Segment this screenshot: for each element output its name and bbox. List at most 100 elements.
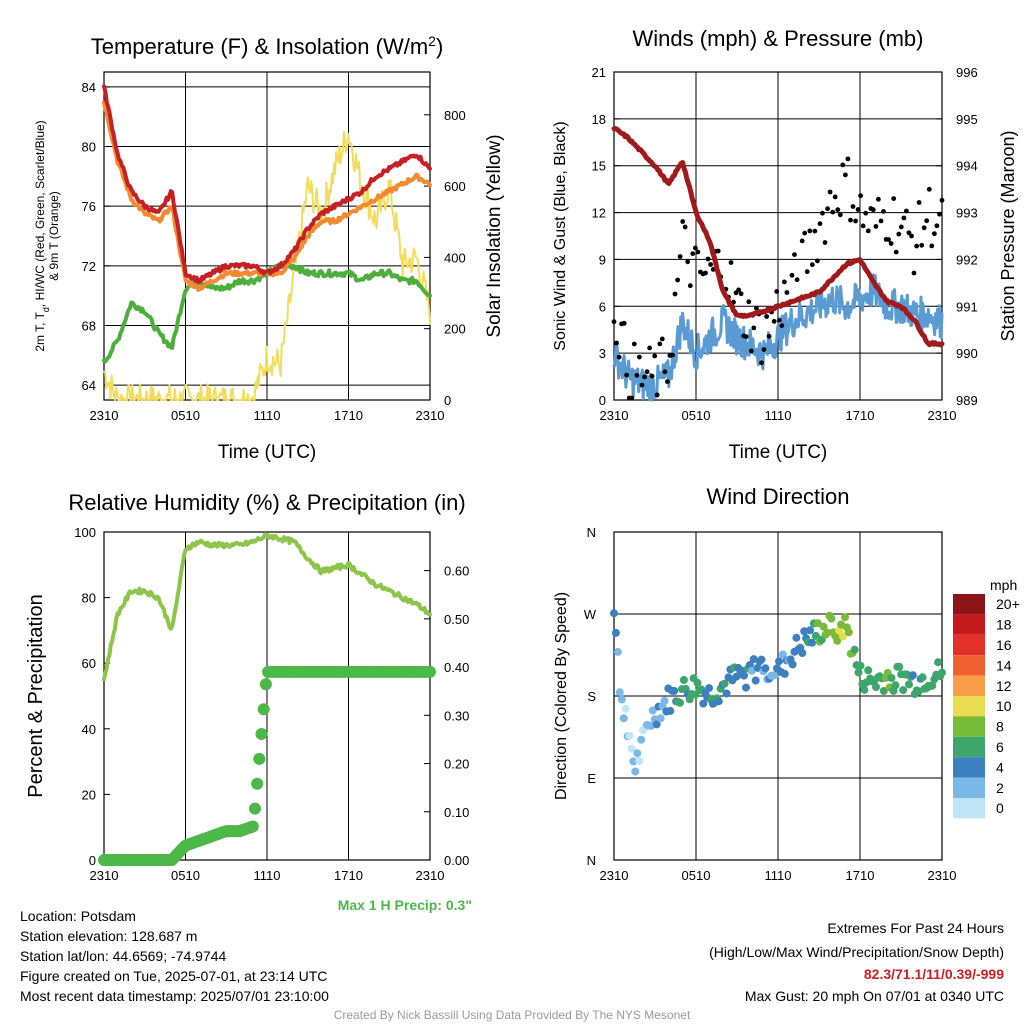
humidity-panel-ytick-label: 100 — [74, 525, 96, 540]
gust-point — [675, 277, 680, 283]
gust-point — [911, 270, 917, 276]
direction-point — [637, 735, 646, 744]
direction-point — [648, 706, 657, 715]
temp-panel-ylabel-line2: & 9m T (Orange) — [47, 191, 61, 281]
direction-point — [850, 645, 859, 654]
gust-point — [919, 242, 925, 248]
direction-point — [627, 744, 636, 753]
temp-panel-ytick-label: 64 — [82, 378, 96, 393]
gust-point — [670, 352, 675, 358]
gust-point — [926, 186, 932, 192]
speed-legend-swatch — [953, 757, 985, 778]
gust-point — [848, 217, 853, 223]
pressure-line — [611, 126, 945, 348]
direction-point — [633, 749, 642, 758]
speed-legend-swatch — [953, 655, 985, 676]
direction-point — [751, 676, 760, 685]
humidity-panel-ytick-label: 40 — [82, 722, 96, 737]
gust-point — [825, 206, 830, 212]
gust-point — [832, 194, 838, 200]
gust-point — [820, 210, 825, 216]
direction-point — [705, 684, 714, 693]
winds-panel-y2tick-label: 990 — [956, 346, 978, 361]
direction-panel-xtick-label: 0510 — [682, 868, 711, 883]
gust-point — [705, 256, 711, 262]
gust-point — [728, 260, 734, 265]
gust-point — [685, 259, 691, 265]
direction-point — [835, 626, 844, 635]
direction-point — [761, 664, 770, 673]
speed-legend-label: 14 — [996, 657, 1012, 673]
humidity-panel-xtick-label: 2310 — [416, 868, 445, 883]
direction-point — [714, 697, 723, 706]
winds-panel-ytick-label: 21 — [592, 65, 606, 80]
gust-point — [639, 382, 645, 388]
winds-panel-y2tick-label: 994 — [956, 159, 978, 174]
direction-panel-ytick-label: N — [587, 853, 596, 868]
direction-panel-ylabel: Direction (Colored By Speed) — [553, 592, 570, 800]
direction-point — [934, 658, 943, 667]
direction-point — [806, 626, 814, 635]
gust-point — [939, 197, 945, 203]
humidity-line — [102, 532, 432, 682]
gust-point — [853, 218, 858, 224]
speed-legend-title: mph — [990, 577, 1017, 593]
speed-legend-label: 20+ — [996, 596, 1020, 612]
created-text: Figure created on Tue, 2025-07-01, at 23… — [20, 968, 328, 984]
direction-point — [899, 686, 908, 695]
gust-point — [896, 231, 902, 237]
gust-point — [782, 279, 787, 285]
gust-point — [665, 379, 670, 384]
winds-panel-ylabel-right: Station Pressure (Maroon) — [998, 130, 1018, 341]
gust-point — [738, 291, 744, 297]
extremes-values: 82.3/71.1/11/0.39/-999 — [863, 966, 1004, 982]
humidity-panel-y2tick-label: 0.40 — [444, 660, 469, 675]
gust-point — [812, 228, 818, 234]
precip-point — [257, 703, 270, 716]
direction-point — [819, 622, 828, 631]
gust-point — [921, 225, 927, 231]
winds-panel-y2tick-label: 989 — [956, 393, 978, 408]
precip-point — [255, 728, 268, 740]
humidity-panel-ylabel: Percent & Precipitation — [25, 594, 47, 797]
precip-point — [259, 678, 272, 691]
speed-legend-label: 16 — [996, 637, 1012, 653]
speed-legend-swatch — [953, 716, 985, 737]
gust-point — [776, 317, 782, 323]
gust-point — [898, 224, 904, 230]
speed-legend-swatch — [953, 736, 985, 758]
humidity-panel-ytick-label: 80 — [82, 591, 96, 606]
winds-panel-title: Winds (mph) & Pressure (mb) — [633, 26, 924, 51]
gust-point — [715, 248, 721, 254]
temp-panel-y2tick-label: 200 — [444, 322, 466, 337]
gust-point — [736, 287, 741, 293]
gust-point — [637, 354, 642, 360]
gust-point — [771, 319, 777, 324]
gust-point — [657, 341, 663, 347]
direction-point — [619, 714, 628, 723]
gust-point — [863, 210, 869, 216]
gust-point — [822, 240, 828, 245]
direction-point — [670, 686, 679, 695]
direction-point — [780, 669, 789, 678]
temp-panel-title: Temperature (F) & Insolation (W/m2) — [91, 33, 444, 59]
humidity-panel-xtick-label: 1110 — [254, 868, 281, 883]
precip-point — [251, 777, 264, 790]
gust-point — [850, 204, 856, 209]
precip-point — [249, 802, 261, 815]
humidity-panel-y2tick-label: 0.30 — [444, 708, 469, 723]
direction-point — [879, 687, 888, 695]
direction-point — [918, 673, 927, 682]
humidity-panel-y2tick-label: 0.60 — [444, 564, 469, 579]
gust-point — [779, 323, 785, 328]
direction-point — [856, 661, 865, 670]
gust-point — [914, 243, 919, 249]
humidity-panel-y2tick-label: 0.00 — [444, 853, 469, 868]
direction-point — [798, 649, 807, 657]
speed-legend-label: 6 — [996, 739, 1004, 755]
temp-panel-ytick-label: 84 — [82, 80, 96, 95]
credit-text: Created By Nick Bassill Using Data Provi… — [333, 1008, 691, 1022]
gust-point — [644, 369, 650, 375]
direction-point — [811, 631, 820, 640]
gust-point — [746, 299, 752, 305]
